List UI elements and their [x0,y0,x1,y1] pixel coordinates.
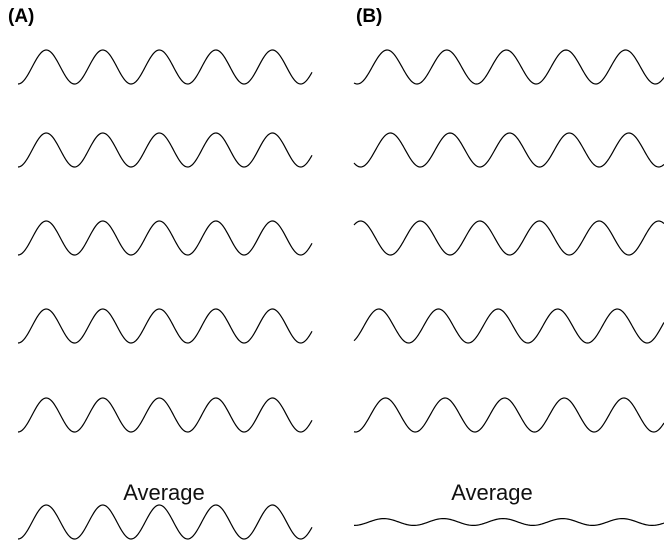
panel-b-waves [353,49,664,527]
panel-b-wave-4 [353,308,664,344]
panel-a-wave-1 [17,49,313,85]
panel-a-average-label: Average [123,480,205,505]
panel-a-wave-4 [17,308,313,344]
panel-b-label: (B) [356,6,383,27]
panel-b-average-wave [353,517,664,527]
panel-a-average-wave [17,504,313,540]
panel-b-wave-2 [353,132,664,168]
panel-b-wave-5 [353,397,664,433]
panel-b-average-label: Average [451,480,533,505]
panel-a-wave-2 [17,132,313,168]
panel-a-label: (A) [8,6,35,27]
panel-a-wave-5 [17,397,313,433]
panel-b-wave-3 [353,220,664,256]
panel-b-wave-1 [353,49,664,85]
panel-b: (B) Average [332,0,664,544]
panel-a-waves [17,49,313,540]
panel-a: (A) Average [8,6,313,540]
panel-a-wave-3 [17,220,313,256]
